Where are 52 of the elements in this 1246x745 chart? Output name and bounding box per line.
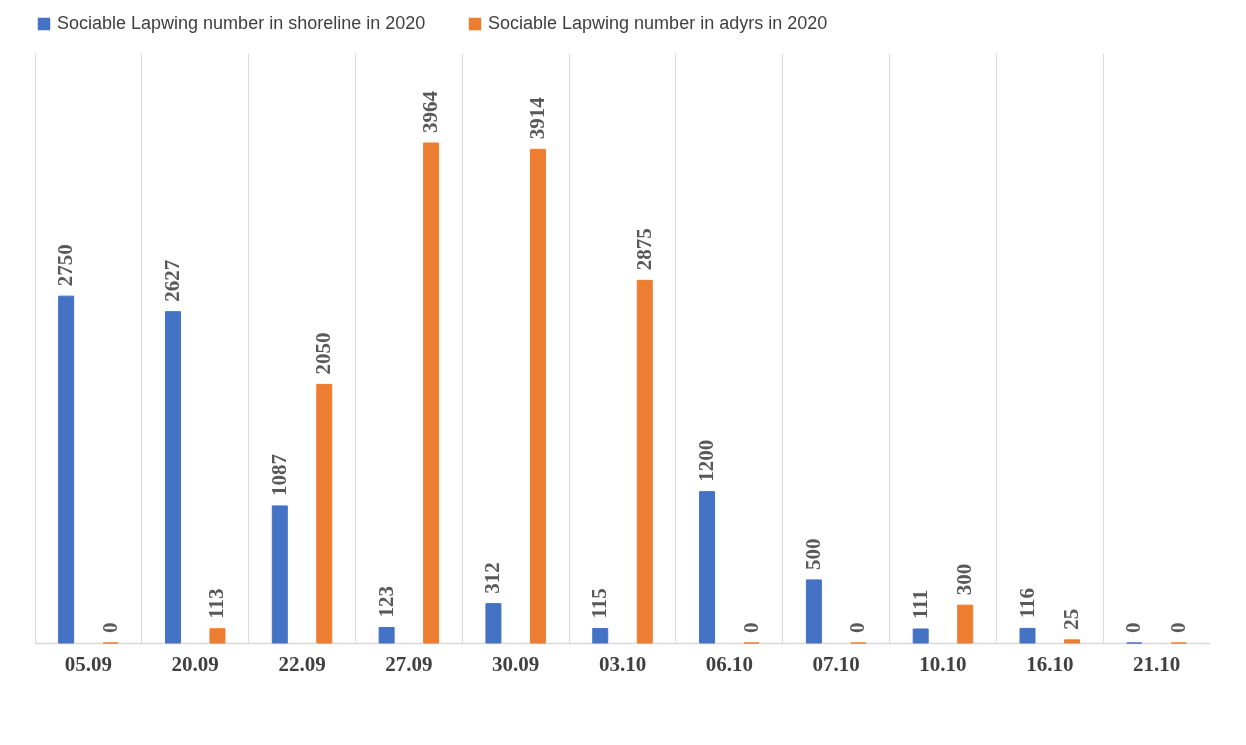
x-tick-label: 05.09 <box>64 651 113 676</box>
x-tick-label: 27.09 <box>385 651 433 676</box>
bar <box>423 142 440 644</box>
data-label: 116 <box>1014 588 1039 619</box>
data-label: 312 <box>480 562 505 594</box>
bar <box>912 628 929 644</box>
data-label: 2750 <box>53 244 78 287</box>
legend-label: Sociable Lapwing number in shoreline in 2020 <box>57 13 426 33</box>
data-label: 0 <box>97 622 122 633</box>
bar <box>592 627 609 644</box>
data-label: 113 <box>204 588 229 619</box>
data-label: 0 <box>738 622 763 633</box>
bar <box>529 148 546 644</box>
data-label: 3914 <box>524 96 549 140</box>
data-label: 2050 <box>311 332 336 375</box>
bar <box>1064 639 1081 644</box>
bar <box>316 383 333 644</box>
data-label: 2627 <box>159 259 184 302</box>
x-tick-label: 30.09 <box>492 651 540 676</box>
data-label: 25 <box>1059 608 1084 630</box>
bar <box>485 603 502 644</box>
x-tick-label: 07.10 <box>812 651 860 676</box>
data-label: 300 <box>952 563 977 596</box>
data-label: 2875 <box>631 228 656 271</box>
bar <box>805 579 822 644</box>
data-label: 1200 <box>694 439 719 482</box>
x-tick-label: 10.10 <box>919 651 967 676</box>
bar <box>164 311 181 644</box>
data-label: 123 <box>373 585 398 618</box>
legend-label: Sociable Lapwing number in adyrs in 2020 <box>488 13 828 33</box>
x-tick-label: 20.09 <box>171 651 219 676</box>
bar <box>699 491 716 644</box>
bar <box>58 295 75 644</box>
data-label: 1087 <box>266 453 291 496</box>
bar <box>378 626 395 644</box>
x-tick-label: 21.10 <box>1132 651 1181 676</box>
bar <box>1019 627 1036 644</box>
data-label: 115 <box>587 588 612 619</box>
data-label: 111 <box>907 589 932 619</box>
data-label: 0 <box>1165 622 1190 633</box>
data-label: 0 <box>1121 622 1146 633</box>
bar <box>957 604 974 644</box>
x-tick-label: 16.10 <box>1026 651 1074 676</box>
data-label: 500 <box>800 538 825 570</box>
x-tick-label: 03.10 <box>598 651 647 676</box>
x-tick-label: 22.09 <box>278 651 326 676</box>
data-label: 3964 <box>418 90 443 133</box>
bar <box>636 279 653 644</box>
data-label: 0 <box>845 622 870 633</box>
bar <box>271 505 288 644</box>
x-tick-label: 06.10 <box>705 651 753 676</box>
bar <box>209 628 226 644</box>
